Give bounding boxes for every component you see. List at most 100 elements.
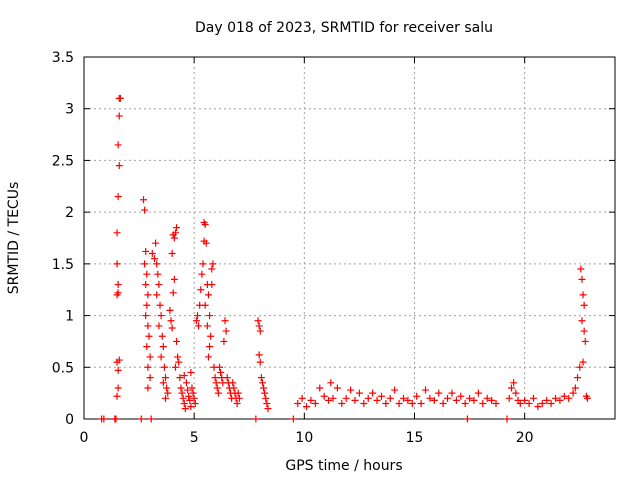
- data-point: [185, 392, 193, 400]
- data-point: [583, 394, 591, 402]
- data-point: [197, 286, 205, 294]
- data-point: [452, 396, 460, 404]
- data-point: [207, 332, 215, 340]
- data-point: [444, 394, 452, 402]
- y-axis: 0 0.5 1 1.5 2 2.5 3 3.5: [52, 50, 615, 428]
- data-point: [200, 218, 208, 226]
- x-tick-label: 10: [295, 430, 313, 446]
- data-point: [391, 386, 399, 394]
- data-point: [198, 270, 206, 278]
- data-point: [576, 363, 584, 371]
- data-point: [223, 374, 231, 382]
- data-point: [571, 384, 579, 392]
- data-point: [153, 291, 161, 299]
- data-point: [167, 317, 175, 325]
- data-point: [263, 399, 271, 407]
- data-point: [569, 389, 577, 397]
- data-point: [529, 394, 537, 402]
- data-point: [143, 343, 151, 351]
- data-point: [470, 396, 478, 404]
- data-point: [143, 270, 151, 278]
- data-point: [160, 363, 168, 371]
- data-point: [255, 322, 263, 330]
- data-point: [164, 389, 172, 397]
- data-point: [155, 281, 163, 289]
- data-point: [355, 389, 363, 397]
- data-point: [258, 379, 266, 387]
- data-point: [338, 399, 346, 407]
- data-point: [222, 327, 230, 335]
- data-point: [574, 374, 582, 382]
- data-point: [552, 394, 560, 402]
- data-point: [213, 384, 221, 392]
- data-point: [114, 193, 122, 201]
- data-point: [516, 399, 524, 407]
- data-point: [474, 389, 482, 397]
- data-point: [327, 379, 335, 387]
- data-point: [182, 379, 190, 387]
- data-point: [488, 396, 496, 404]
- data-point: [262, 394, 270, 402]
- data-point: [254, 317, 262, 325]
- data-point: [382, 399, 390, 407]
- data-point: [234, 389, 242, 397]
- data-point: [166, 306, 174, 314]
- data-point: [190, 394, 198, 402]
- data-point: [179, 394, 187, 402]
- data-point: [191, 399, 199, 407]
- data-point: [439, 399, 447, 407]
- data-point: [580, 327, 588, 335]
- data-point: [211, 374, 219, 382]
- data-point: [255, 351, 263, 359]
- data-point: [142, 312, 150, 320]
- data-point: [221, 317, 229, 325]
- data-point: [175, 358, 183, 366]
- data-point: [256, 358, 264, 366]
- data-point: [141, 206, 149, 214]
- data-point: [147, 415, 155, 423]
- data-point: [422, 386, 430, 394]
- plot-frame: [83, 56, 616, 420]
- data-point: [457, 392, 465, 400]
- data-point: [157, 312, 165, 320]
- y-axis-label: SRMTID / TECUs: [6, 182, 22, 295]
- data-point: [311, 399, 319, 407]
- data-point: [538, 399, 546, 407]
- data-point: [180, 399, 188, 407]
- data-point: [189, 389, 197, 397]
- data-point: [137, 415, 145, 423]
- data-point: [257, 374, 265, 382]
- data-point: [229, 379, 237, 387]
- data-point: [503, 415, 511, 423]
- data-point: [534, 403, 542, 411]
- data-point: [578, 275, 586, 283]
- data-point: [208, 281, 216, 289]
- data-point: [143, 301, 151, 309]
- data-point: [157, 353, 165, 361]
- data-point: [579, 358, 587, 366]
- data-point: [176, 374, 184, 382]
- data-point: [395, 399, 403, 407]
- data-point: [369, 389, 377, 397]
- data-point: [114, 141, 122, 149]
- data-point: [187, 368, 195, 376]
- data-point: [377, 392, 385, 400]
- data-point: [181, 405, 189, 413]
- data-point: [507, 384, 515, 392]
- data-point: [159, 379, 167, 387]
- data-point: [294, 399, 302, 407]
- y-tick-label: 2.5: [52, 153, 74, 169]
- data-point: [113, 229, 121, 237]
- data-point: [408, 399, 416, 407]
- data-point: [261, 389, 269, 397]
- data-point: [151, 255, 159, 263]
- data-point: [577, 265, 585, 273]
- data-point: [463, 415, 471, 423]
- data-point: [347, 386, 355, 394]
- data-point: [142, 281, 150, 289]
- data-point: [173, 224, 181, 232]
- data-point: [461, 399, 469, 407]
- data-point: [195, 322, 203, 330]
- data-point: [170, 234, 178, 242]
- data-point: [154, 270, 162, 278]
